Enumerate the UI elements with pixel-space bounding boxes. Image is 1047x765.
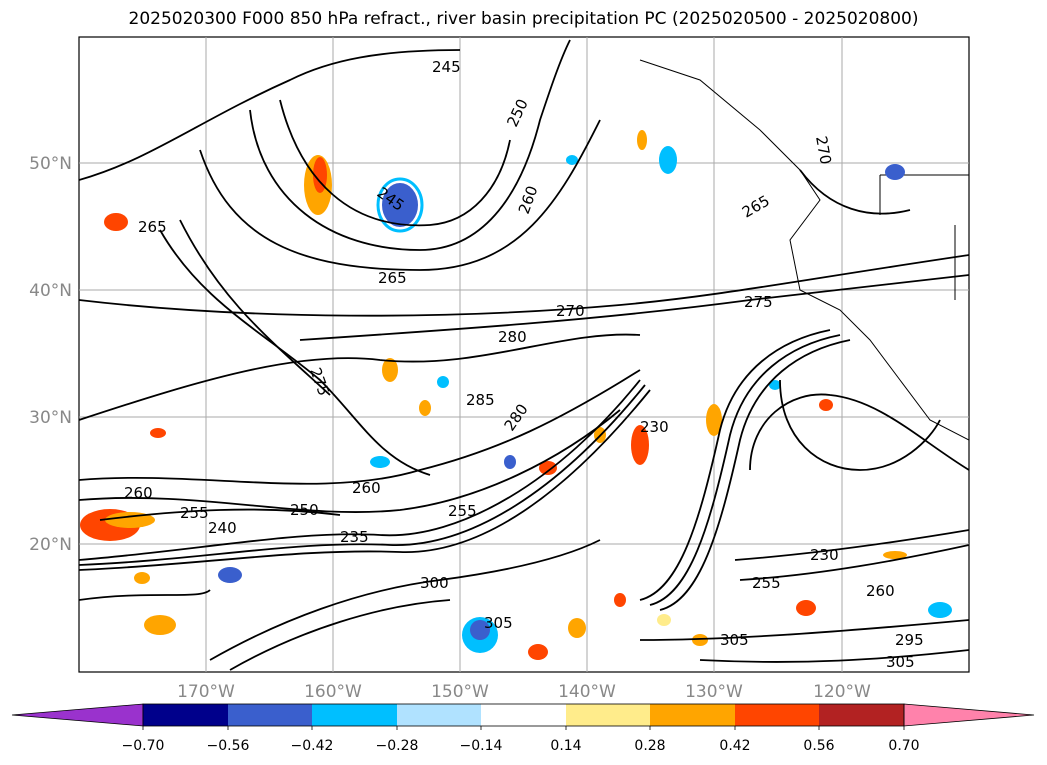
lon-label-160w: 160°W (304, 682, 362, 702)
colorbar-segment (650, 704, 735, 726)
colorbar-extend-min (11, 703, 144, 727)
colorbar-segment (566, 704, 650, 726)
colorbar-tick: −0.42 (291, 738, 334, 754)
pc-shading (80, 130, 952, 660)
contour-label: 260 (124, 484, 153, 502)
lon-label-140w: 140°W (558, 682, 616, 702)
lat-label-20n: 20°N (29, 535, 72, 555)
contour-label: 260 (352, 479, 381, 497)
contour-label: 305 (720, 631, 749, 649)
lon-label-120w: 120°W (813, 682, 871, 702)
colorbar: −0.70 −0.56 −0.42 −0.28 −0.14 0.14 0.28 … (11, 703, 1035, 754)
colorbar-segment (819, 704, 904, 726)
colorbar-segment (228, 704, 312, 726)
contour-label: 270 (812, 135, 835, 166)
colorbar-segment (312, 704, 397, 726)
lon-label-150w: 150°W (431, 682, 489, 702)
contour-label: 300 (420, 574, 449, 592)
contour-label: 265 (378, 269, 407, 287)
lat-label-40n: 40°N (29, 281, 72, 301)
lat-label-30n: 30°N (29, 408, 72, 428)
contour-label: 260 (866, 582, 895, 600)
contour-label: 255 (448, 502, 477, 520)
coastline (639, 59, 969, 441)
colorbar-segment (143, 704, 228, 726)
colorbar-extend-max (903, 703, 1035, 727)
colorbar-tick: −0.56 (207, 738, 250, 754)
colorbar-tick: 0.14 (550, 738, 581, 754)
latitude-labels: 50°N 40°N 30°N 20°N (29, 154, 72, 555)
contour-label: 230 (810, 546, 839, 564)
contour-label: 265 (138, 218, 167, 236)
contour-labels: 245 250 260 265 270 275 280 285 265 260 … (124, 58, 924, 671)
colorbar-tick: 0.28 (634, 738, 665, 754)
contour-label: 255 (752, 574, 781, 592)
refractivity-contours (79, 39, 969, 671)
contour-label: 240 (208, 519, 237, 537)
contour-label: 305 (484, 614, 513, 632)
lon-label-130w: 130°W (685, 682, 743, 702)
colorbar-tick: 0.56 (803, 738, 834, 754)
colorbar-tick: 0.42 (719, 738, 750, 754)
contour-label: 275 (744, 293, 773, 311)
contour-label: 250 (290, 501, 319, 519)
contour-label: 270 (556, 302, 585, 320)
lon-label-170w: 170°W (177, 682, 235, 702)
contour-label: 280 (498, 328, 527, 346)
colorbar-segment (481, 704, 566, 726)
colorbar-tick: 0.70 (888, 738, 919, 754)
contour-label: 235 (340, 528, 369, 546)
graticule (79, 37, 969, 672)
lat-label-50n: 50°N (29, 154, 72, 174)
contour-label: 255 (180, 504, 209, 522)
colorbar-segment (397, 704, 481, 726)
contour-label: 245 (432, 58, 461, 76)
longitude-labels: 170°W 160°W 150°W 140°W 130°W 120°W (177, 682, 871, 702)
colorbar-tick: −0.14 (460, 738, 503, 754)
contour-label: 230 (640, 418, 669, 436)
colorbar-tick: −0.28 (376, 738, 419, 754)
contour-label: 295 (895, 631, 924, 649)
colorbar-tick: −0.70 (122, 738, 165, 754)
contour-label: 305 (886, 653, 915, 671)
map-title: 2025020300 F000 850 hPa refract., river … (128, 9, 919, 29)
contour-label: 285 (466, 391, 495, 409)
colorbar-segment (735, 704, 819, 726)
map-frame (78, 36, 970, 673)
